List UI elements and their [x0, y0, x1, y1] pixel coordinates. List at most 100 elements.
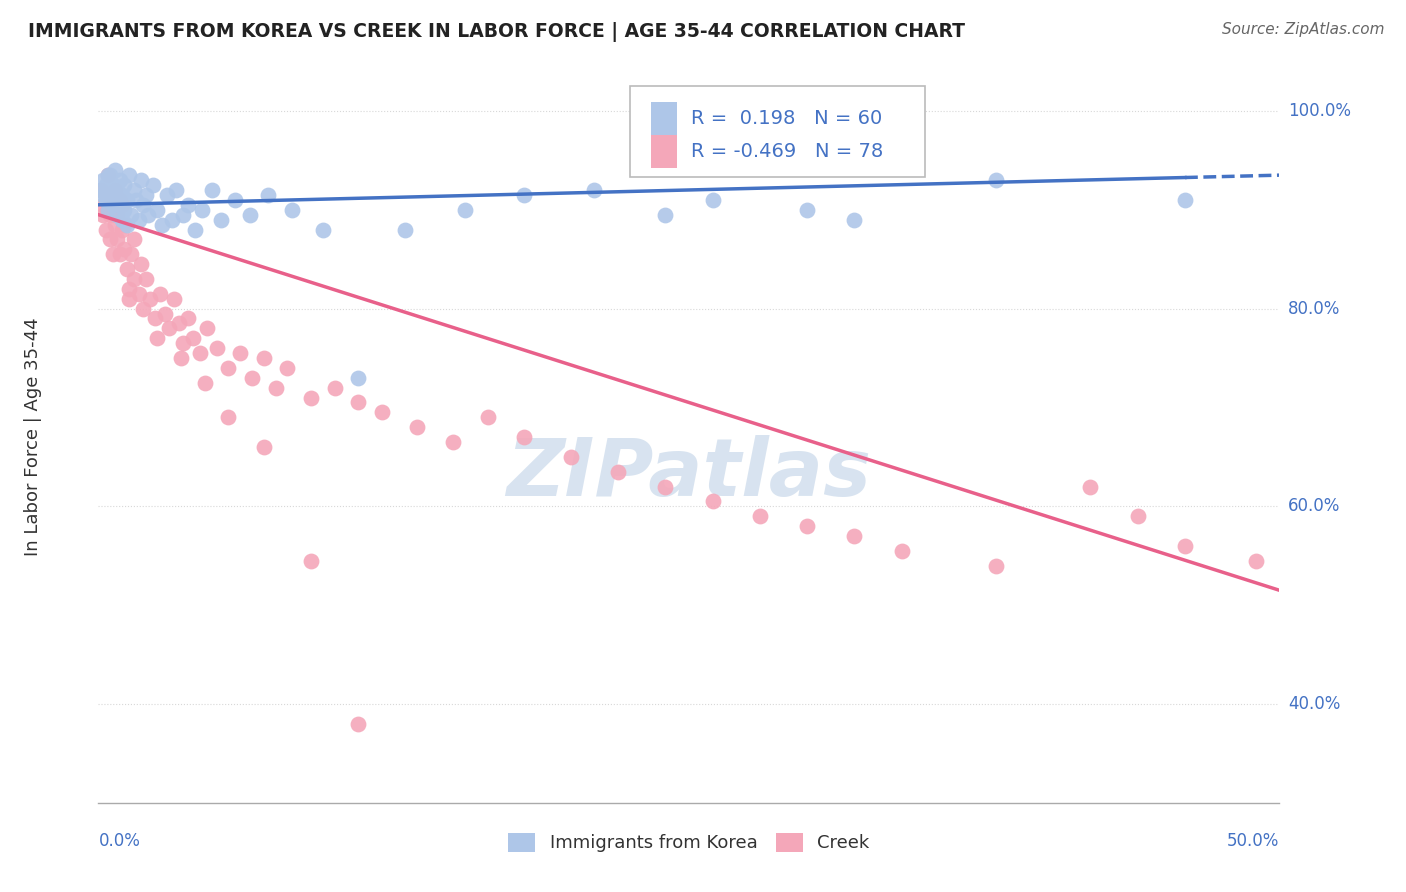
Point: [177, 311, 200, 326]
Point: [97, 202, 120, 217]
Point: [512, 188, 534, 202]
Point: [1080, 479, 1102, 493]
Point: [165, 183, 187, 197]
Point: [172, 336, 194, 351]
Point: [125, 193, 148, 207]
Point: [128, 212, 150, 227]
Point: [156, 188, 179, 202]
Point: [97, 168, 120, 182]
Point: [108, 198, 131, 212]
Text: 50.0%: 50.0%: [1227, 832, 1279, 850]
Point: [118, 282, 141, 296]
Point: [94, 188, 117, 202]
Point: [607, 465, 630, 479]
Bar: [651, 103, 678, 136]
Bar: [651, 136, 678, 169]
Point: [105, 208, 128, 222]
Point: [94, 178, 117, 192]
Point: [264, 381, 287, 395]
Text: IMMIGRANTS FROM KOREA VS CREEK IN LABOR FORCE | AGE 35-44 CORRELATION CHART: IMMIGRANTS FROM KOREA VS CREEK IN LABOR …: [28, 22, 965, 42]
Point: [253, 440, 276, 454]
Point: [1126, 509, 1149, 524]
Point: [441, 435, 464, 450]
Point: [111, 198, 134, 212]
Point: [91, 188, 114, 202]
Point: [188, 346, 211, 360]
Point: [406, 420, 429, 434]
Point: [129, 257, 152, 271]
Point: [323, 381, 346, 395]
Point: [112, 218, 135, 232]
Point: [105, 232, 128, 246]
Point: [112, 178, 135, 192]
Point: [122, 272, 145, 286]
Point: [115, 193, 138, 207]
Text: 80.0%: 80.0%: [1288, 300, 1340, 318]
Point: [890, 543, 912, 558]
Point: [146, 202, 169, 217]
Point: [90, 183, 112, 197]
Point: [748, 509, 770, 524]
Point: [101, 198, 124, 212]
Point: [101, 247, 124, 261]
Point: [112, 202, 135, 217]
Point: [195, 321, 218, 335]
Point: [135, 188, 157, 202]
Text: 100.0%: 100.0%: [1288, 102, 1351, 120]
Point: [115, 218, 138, 232]
Point: [105, 183, 128, 197]
Point: [153, 306, 176, 320]
Point: [1174, 539, 1197, 553]
Point: [97, 168, 120, 182]
Point: [299, 554, 322, 568]
Point: [150, 218, 173, 232]
Point: [796, 519, 818, 533]
Point: [224, 193, 246, 207]
Text: R = -0.469   N = 78: R = -0.469 N = 78: [692, 143, 883, 161]
Point: [844, 212, 866, 227]
Point: [91, 173, 114, 187]
Point: [97, 202, 120, 217]
Point: [477, 410, 499, 425]
Point: [239, 208, 262, 222]
Point: [191, 202, 214, 217]
Point: [104, 193, 127, 207]
Text: R =  0.198   N = 60: R = 0.198 N = 60: [692, 110, 883, 128]
FancyBboxPatch shape: [630, 86, 925, 178]
Point: [172, 208, 194, 222]
Point: [512, 430, 534, 444]
Point: [347, 371, 370, 385]
Point: [111, 212, 134, 227]
Point: [94, 193, 117, 207]
Point: [194, 376, 217, 390]
Point: [91, 198, 114, 212]
Point: [118, 292, 141, 306]
Point: [143, 311, 166, 326]
Point: [108, 247, 131, 261]
Point: [90, 183, 112, 197]
Point: [146, 331, 169, 345]
Point: [347, 395, 370, 409]
Point: [702, 494, 724, 508]
Point: [139, 292, 162, 306]
Point: [984, 558, 1007, 573]
Point: [149, 286, 172, 301]
Point: [142, 178, 165, 192]
Point: [453, 202, 475, 217]
Point: [1244, 554, 1267, 568]
Point: [136, 208, 159, 222]
Point: [98, 232, 121, 246]
Point: [201, 183, 224, 197]
Point: [112, 242, 135, 256]
Point: [217, 360, 239, 375]
Point: [121, 208, 143, 222]
Point: [560, 450, 582, 464]
Text: 0.0%: 0.0%: [98, 832, 141, 850]
Point: [583, 183, 606, 197]
Point: [111, 222, 134, 236]
Point: [184, 222, 207, 236]
Point: [984, 173, 1007, 187]
Point: [122, 183, 145, 197]
Point: [702, 193, 724, 207]
Point: [98, 208, 121, 222]
